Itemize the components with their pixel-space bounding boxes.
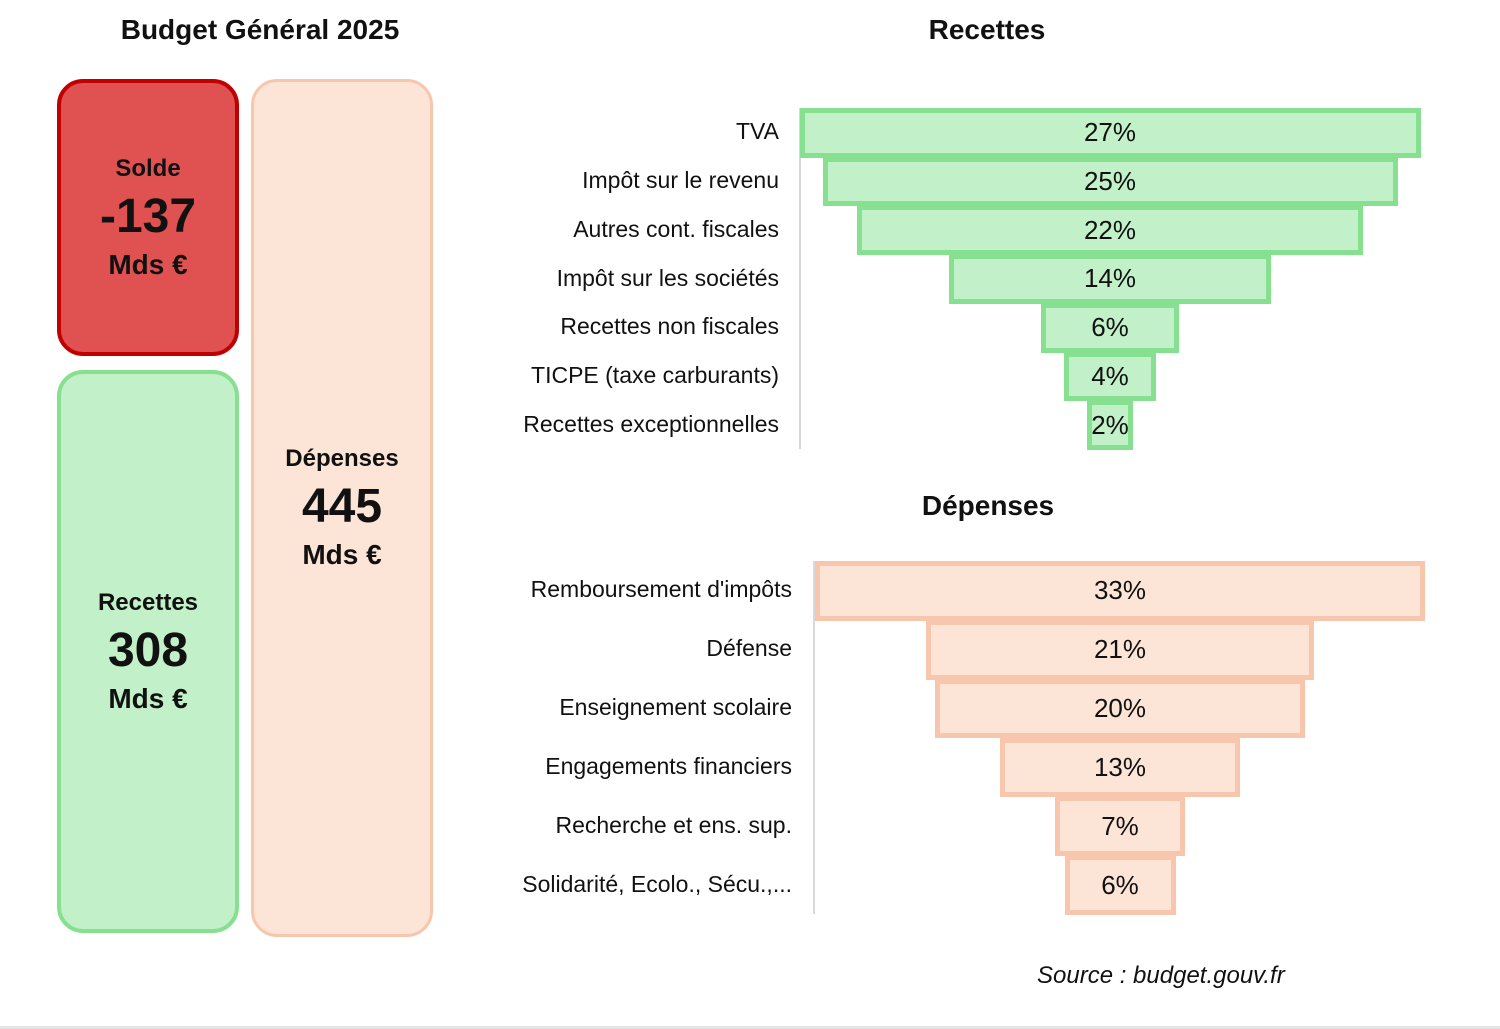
category-label: Engagements financiers [545,752,792,779]
solde-card: Solde -137 Mds € [57,79,239,356]
funnel-bar: 6% [1064,855,1176,915]
data-label: 6% [1101,869,1139,900]
depenses-label: Dépenses [285,445,399,472]
funnel-bar: 13% [999,737,1241,798]
data-label: 2% [1091,409,1129,440]
recettes-label: Recettes [97,588,199,616]
category-label: Impôt sur le revenu [582,167,779,194]
data-label: 22% [1083,214,1137,245]
funnel-bar: 21% [925,619,1315,680]
funnel-bar: 4% [1064,351,1156,402]
category-label: Défense [706,635,792,662]
recettes-unit: Mds € [108,682,188,714]
funnel-bar: 14% [949,254,1271,304]
funnel-bar: 6% [1041,302,1179,353]
data-label: 25% [1083,166,1137,197]
funnel-axis-line [813,561,815,914]
category-label: Recettes non fiscales [560,313,779,340]
data-label: 20% [1093,693,1147,724]
category-label: Remboursement d'impôts [530,576,792,603]
data-label: 6% [1091,312,1129,343]
funnel-bar: 2% [1087,400,1133,450]
source-note: Source : budget.gouv.fr [1037,962,1285,989]
recettes-value: 308 [107,623,189,677]
bottom-divider [0,1026,1500,1029]
data-label: 27% [1083,117,1137,148]
data-label: 7% [1101,810,1139,841]
depenses-unit: Mds € [302,539,382,570]
funnel-axis-line [799,108,801,449]
data-label: 13% [1093,751,1147,782]
funnel-bar: 25% [822,156,1398,207]
solde-value: -137 [99,189,197,243]
recettes-chart-title: Recettes [928,14,1046,45]
category-label: Recettes exceptionnelles [523,410,779,437]
depenses-chart-title: Dépenses [921,490,1055,521]
recettes-card: Recettes 308 Mds € [57,370,239,933]
funnel-bar: 27% [799,108,1421,158]
category-label: Enseignement scolaire [559,694,792,721]
category-label: Impôt sur les sociétés [556,264,779,291]
category-label: TVA [735,118,779,145]
funnel-bar: 22% [857,205,1363,256]
data-label: 21% [1093,634,1147,665]
funnel-bar: 20% [935,678,1305,739]
category-label: Autres cont. fiscales [573,215,779,242]
category-label: Recherche et ens. sup. [555,811,792,838]
solde-unit: Mds € [108,248,188,280]
data-label: 33% [1093,575,1147,606]
category-label: Solidarité, Ecolo., Sécu.,... [522,870,792,897]
depenses-value: 445 [301,480,383,533]
data-label: 4% [1091,360,1129,391]
category-label: TICPE (taxe carburants) [531,361,779,388]
funnel-bar: 7% [1055,796,1185,857]
data-label: 14% [1083,263,1137,294]
funnel-bar: 33% [814,561,1426,621]
solde-label: Solde [115,154,181,182]
depenses-card: Dépenses 445 Mds € [251,79,433,937]
page-title: Budget Général 2025 [120,14,400,45]
